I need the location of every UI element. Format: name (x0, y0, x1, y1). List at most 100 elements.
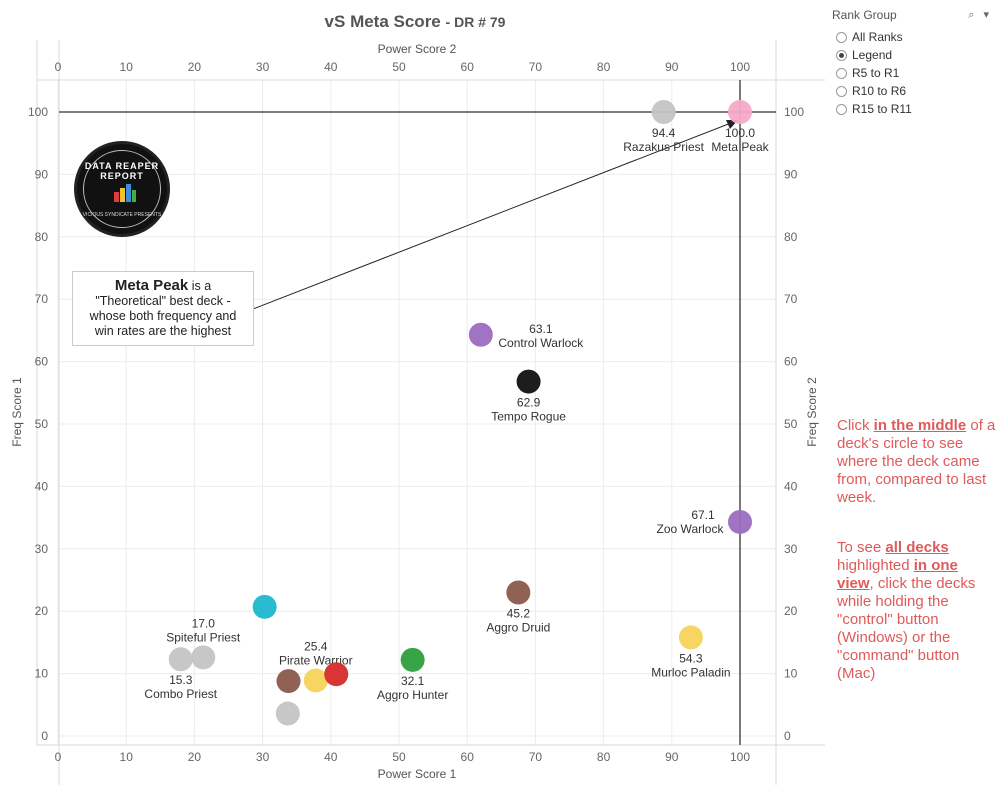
data-label-score: 62.9 (517, 396, 541, 410)
data-point (728, 100, 752, 124)
rank-option-label: R5 to R1 (852, 66, 900, 80)
rank-option-1[interactable]: Legend (832, 46, 992, 64)
data-point (168, 647, 193, 672)
x2-tick-label: 30 (256, 60, 270, 74)
help-2-pre: To see (837, 539, 886, 556)
data-label-score: 100.0 (725, 126, 755, 140)
rank-option-4[interactable]: R15 to R11 (832, 100, 992, 118)
rank-group-filter: Rank Group ⌕ ▾ All Ranks Legend R5 to R1 R1… (832, 8, 992, 118)
meta-peak-callout: Meta Peak is a "Theoretical" best deck -… (72, 271, 254, 346)
callout-bold: Meta Peak (114, 277, 189, 294)
data-label-name: Control Warlock (498, 336, 584, 350)
y-tick-label: 70 (35, 292, 49, 306)
x-axis-title: Power Score 1 (378, 767, 457, 781)
radio-icon[interactable] (836, 103, 847, 115)
x2-tick-label: 100 (730, 60, 750, 74)
x2-tick-label: 10 (120, 60, 134, 74)
callout-arrow-line (252, 122, 732, 310)
y2-tick-label: 50 (784, 417, 798, 431)
x2-tick-label: 60 (461, 60, 475, 74)
callout-text-1: is a (188, 279, 212, 293)
help-2-post: , click the decks while holding the "con… (837, 575, 976, 682)
y-tick-label: 40 (35, 479, 49, 493)
help-2-bold-1: all decks (885, 539, 949, 556)
rank-option-0[interactable]: All Ranks (832, 28, 992, 46)
data-label-name: Aggro Druid (486, 620, 550, 634)
radio-icon[interactable] (836, 31, 847, 43)
y2-tick-label: 0 (784, 729, 791, 743)
data-label-score: 17.0 (192, 616, 216, 630)
data-label-score: 67.1 (691, 508, 715, 522)
x-tick-label: 60 (461, 750, 475, 764)
x-tick-label: 20 (188, 750, 202, 764)
x2-tick-label: 0 (55, 60, 62, 74)
y-axis-title: Freq Score 1 (10, 377, 24, 447)
y2-tick-label: 80 (784, 230, 798, 244)
y2-tick-label: 30 (784, 542, 798, 556)
chart-title-sub: DR # 79 (454, 14, 506, 30)
data-point (324, 662, 349, 687)
x-tick-label: 90 (665, 750, 679, 764)
rank-option-2[interactable]: R5 to R1 (832, 64, 992, 82)
rank-option-label: R15 to R11 (852, 102, 912, 116)
rank-option-label: Legend (852, 48, 893, 62)
y2-tick-label: 60 (784, 355, 798, 369)
help-text-2: To see all decks highlighted in one view… (837, 539, 997, 683)
y-tick-label: 80 (35, 230, 49, 244)
y-tick-label: 60 (35, 355, 49, 369)
help-1-post: of a deck's circle to see where the deck… (837, 417, 996, 506)
x2-axis-title: Power Score 2 (378, 42, 457, 56)
chart-title-main: vS Meta Score (324, 12, 441, 31)
y2-tick-label: 10 (784, 667, 798, 681)
callout-text-4: win rates are the highest (94, 324, 232, 338)
data-label-score: 45.2 (507, 606, 531, 620)
data-point (275, 701, 300, 726)
rank-option-3[interactable]: R10 to R6 (832, 82, 992, 100)
y-tick-label: 0 (41, 729, 48, 743)
data-label-name: Tempo Rogue (491, 410, 566, 424)
data-label-score: 32.1 (401, 674, 425, 688)
y2-tick-label: 90 (784, 167, 798, 181)
y2-axis-title: Freq Score 2 (805, 377, 819, 447)
y-tick-label: 30 (35, 542, 49, 556)
data-label-name: Murloc Paladin (651, 665, 730, 679)
y-tick-label: 10 (35, 667, 49, 681)
filter-tools-icon[interactable]: ⌕ ▾ (968, 9, 992, 21)
y2-tick-label: 100 (784, 105, 804, 119)
y2-tick-label: 40 (784, 479, 798, 493)
x-tick-label: 50 (392, 750, 406, 764)
data-label-score: 63.1 (529, 322, 553, 336)
data-label-score: 15.3 (169, 673, 193, 687)
help-text-1: Click in the middle of a deck's circle t… (837, 417, 997, 507)
data-point (728, 509, 752, 534)
data-point (303, 668, 328, 693)
chart-title: vS Meta Score - DR # 79 (324, 12, 506, 31)
data-label-name: Zoo Warlock (657, 522, 725, 536)
data-label-name: Combo Priest (144, 687, 217, 701)
logo-text-top: DATA REAPER REPORT (84, 161, 160, 181)
x-tick-label: 80 (597, 750, 611, 764)
y2-tick-label: 20 (784, 604, 798, 618)
help-1-bold: in the middle (873, 417, 967, 434)
data-label-score: 25.4 (304, 639, 328, 653)
data-label-name: Meta Peak (711, 140, 769, 154)
data-label-name: Spiteful Priest (166, 630, 241, 644)
radio-icon[interactable] (836, 85, 847, 97)
data-label-name: Aggro Hunter (377, 688, 448, 702)
radio-icon[interactable] (836, 67, 847, 79)
radio-icon[interactable] (836, 49, 847, 61)
x-tick-label: 100 (730, 750, 750, 764)
scatter-chart: 0 0 10 10 20 20 30 30 40 40 50 50 60 60 70 70 80 80 90 90 10… (10, 40, 825, 785)
data-point (678, 625, 703, 650)
help-1-pre: Click (837, 417, 874, 434)
data-label-name: Razakus Priest (623, 140, 704, 154)
data-label-score: 54.3 (679, 651, 703, 665)
callout-text-3: whose both frequency and (89, 309, 237, 323)
y2-tick-label: 70 (784, 292, 798, 306)
x2-tick-label: 40 (324, 60, 338, 74)
y-tick-label: 50 (35, 417, 49, 431)
x2-tick-label: 80 (597, 60, 611, 74)
data-point (400, 647, 425, 672)
data-point (252, 594, 277, 619)
x2-tick-label: 70 (529, 60, 543, 74)
